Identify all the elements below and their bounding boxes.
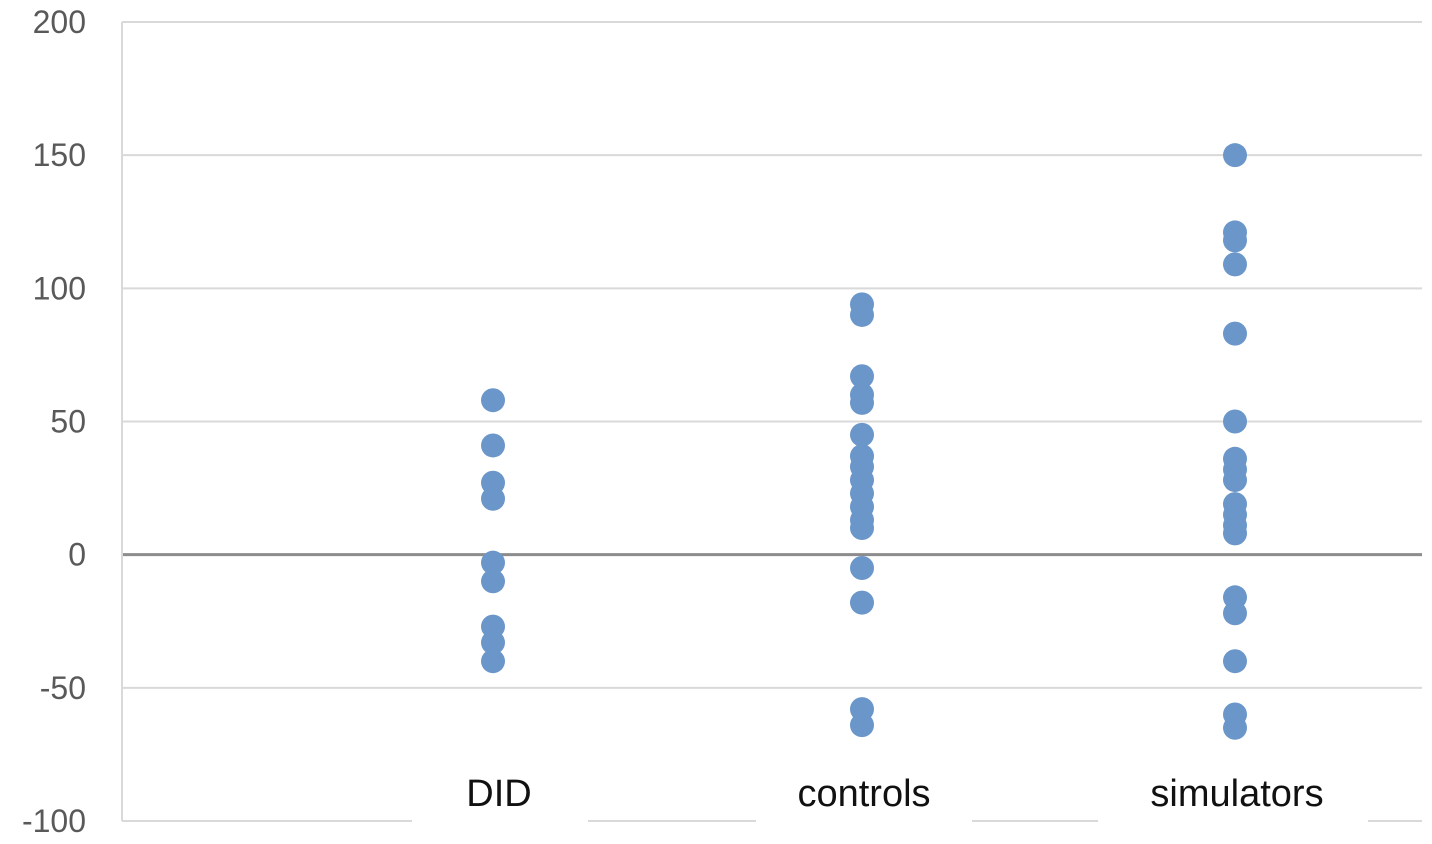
x-category-label: DID xyxy=(466,773,531,815)
data-point xyxy=(1223,252,1247,277)
data-point xyxy=(1223,143,1247,168)
y-tick-label: 200 xyxy=(33,4,86,40)
data-point xyxy=(1223,228,1247,253)
x-category-label: controls xyxy=(797,773,930,815)
data-point xyxy=(850,555,874,580)
y-tick-label: 0 xyxy=(68,537,86,573)
data-point xyxy=(481,433,505,458)
y-tick-label: 150 xyxy=(33,137,86,173)
y-tick-labels: 200 150 100 50 0 -50 -100 xyxy=(22,4,86,839)
data-point xyxy=(1223,649,1247,674)
data-point xyxy=(850,590,874,615)
data-point xyxy=(850,713,874,738)
data-point xyxy=(850,390,874,415)
data-point xyxy=(1223,521,1247,546)
data-point xyxy=(850,516,874,541)
gridlines xyxy=(122,21,1422,822)
data-point xyxy=(481,630,505,655)
data-point xyxy=(481,550,505,575)
data-point xyxy=(850,422,874,447)
data-point xyxy=(1223,409,1247,434)
data-point xyxy=(850,302,874,327)
data-points xyxy=(481,143,1247,740)
y-tick-label: -50 xyxy=(40,670,86,706)
y-tick-label: 100 xyxy=(33,270,86,306)
x-category-label: simulators xyxy=(1150,773,1323,815)
data-point xyxy=(481,649,505,674)
data-point xyxy=(1223,601,1247,626)
y-tick-label: -100 xyxy=(22,803,86,839)
data-point xyxy=(481,486,505,511)
x-category-labels: DID controls simulators xyxy=(466,773,1323,815)
y-tick-label: 50 xyxy=(50,404,86,440)
data-point xyxy=(1223,715,1247,740)
data-point xyxy=(850,364,874,389)
data-point xyxy=(1223,321,1247,346)
data-point xyxy=(481,569,505,594)
data-point xyxy=(481,388,505,413)
data-point xyxy=(1223,468,1247,493)
